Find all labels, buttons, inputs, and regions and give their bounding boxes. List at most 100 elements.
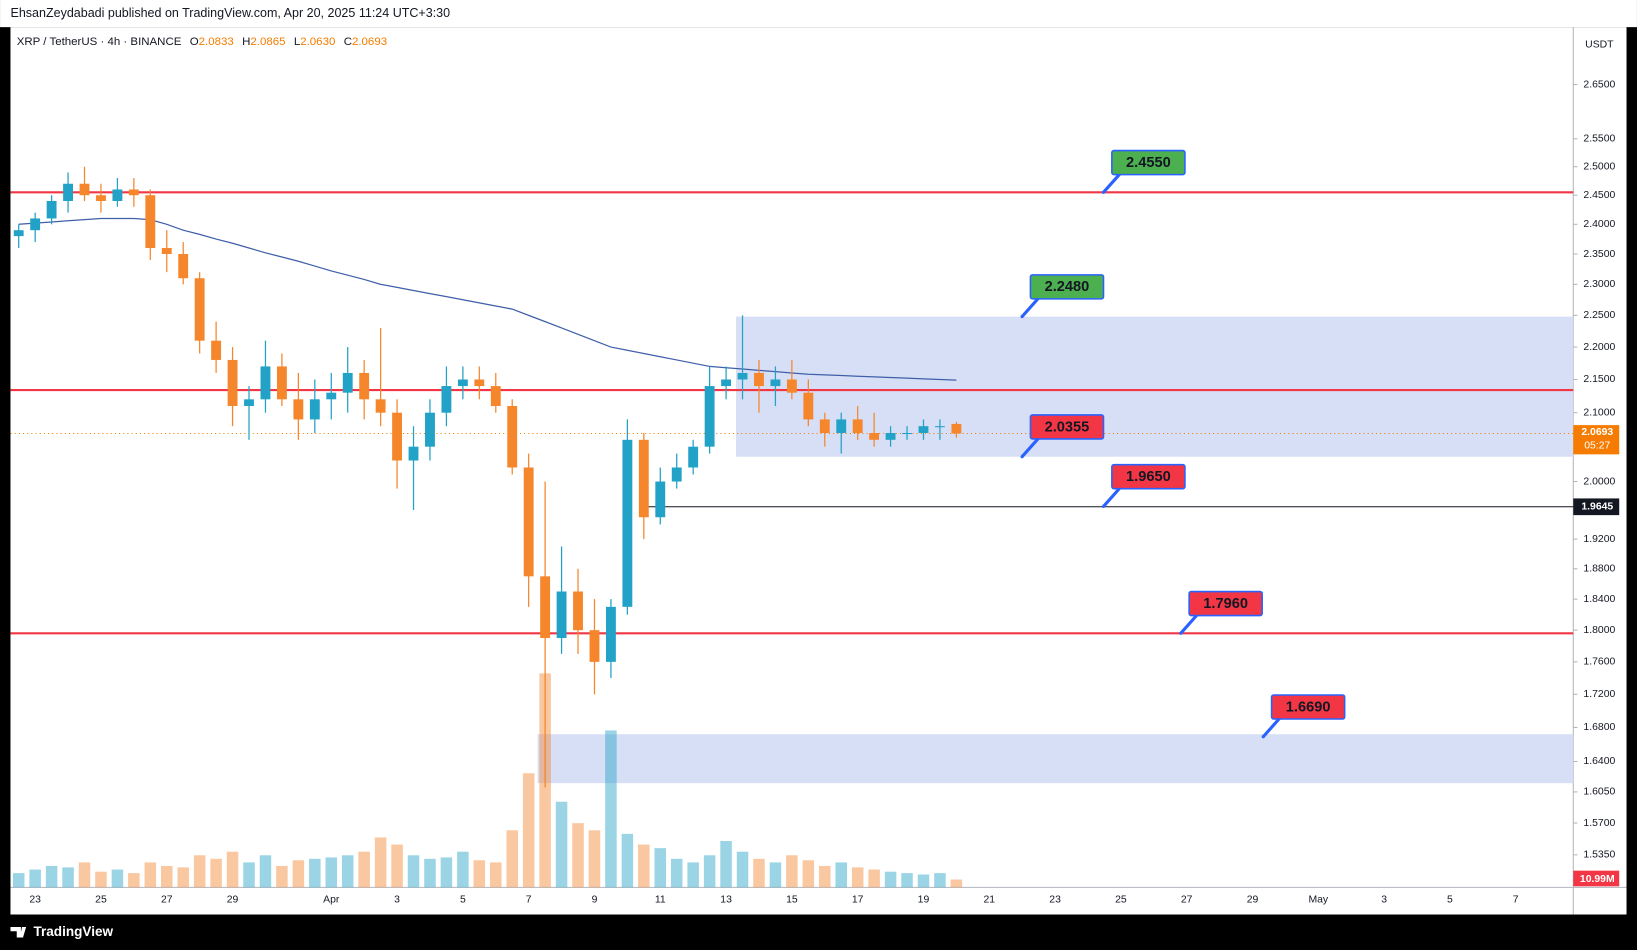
annotation-pointer	[1102, 486, 1122, 508]
volume-bar	[391, 844, 403, 888]
y-tick-label: 2.3000	[1583, 279, 1615, 290]
y-tick-label: 1.6800	[1583, 722, 1615, 733]
candle-body	[309, 399, 320, 420]
volume-bar	[62, 867, 74, 888]
volume-bar	[243, 862, 255, 888]
x-tick-label: 25	[95, 895, 107, 906]
last-price-tag	[1573, 425, 1620, 455]
annotation-pointer	[1102, 172, 1122, 194]
annotation-pointer	[1020, 436, 1040, 458]
candle-body	[836, 419, 847, 433]
candle-body	[556, 591, 567, 639]
candle-body	[786, 379, 797, 393]
candle-body	[803, 392, 814, 420]
y-tick-label: 2.1000	[1583, 407, 1615, 418]
annotation-pointer	[1020, 296, 1040, 318]
x-tick-label: 25	[1115, 895, 1127, 906]
volume-bar	[917, 874, 930, 888]
annotation-dot	[1020, 315, 1024, 319]
volume-bar	[128, 873, 140, 888]
annotation-dot	[1020, 455, 1024, 459]
candle-body	[770, 379, 781, 387]
legend-value: 2.0693	[352, 36, 387, 48]
candle-body	[589, 630, 600, 662]
volume-bar	[325, 857, 338, 888]
candle-body	[13, 230, 24, 237]
candle-body	[63, 183, 73, 201]
volume-bar	[736, 851, 749, 888]
candle-body	[507, 405, 518, 468]
volume-label: 10.99M	[1580, 874, 1615, 885]
volume-bar	[555, 801, 568, 888]
support-price-label: 1.9645	[1581, 502, 1613, 513]
candle-body	[638, 439, 649, 518]
volume-bar	[753, 858, 765, 888]
annotation-box	[1029, 274, 1105, 300]
x-tick-label: 7	[526, 895, 532, 906]
volume-bar	[638, 844, 650, 888]
annotation-label: 2.0355	[1045, 419, 1090, 435]
x-tick-label: 11	[655, 895, 666, 906]
candle-body	[852, 419, 863, 433]
volume-bar	[851, 867, 864, 888]
x-tick-label: 13	[720, 895, 732, 906]
x-tick-label: 9	[592, 895, 598, 906]
volume-bar	[341, 855, 354, 888]
x-tick-label: 29	[1247, 895, 1259, 906]
candle-body	[688, 446, 699, 468]
candle-body	[161, 248, 172, 255]
candle-body	[885, 432, 896, 440]
last-price-label: 2.0693	[1581, 427, 1613, 438]
volume-bar	[259, 855, 272, 888]
brand: TradingView	[33, 924, 113, 939]
annotation-label: 1.6690	[1286, 699, 1331, 715]
annotation-dot	[1101, 190, 1106, 194]
annotation-box	[1029, 414, 1105, 440]
countdown: 05:27	[1584, 441, 1610, 452]
volume-bar	[12, 873, 25, 888]
volume-bar	[457, 851, 469, 888]
candle-body	[754, 372, 764, 387]
volume-bar	[769, 862, 782, 888]
volume-bar	[868, 869, 880, 888]
volume-bar	[819, 865, 831, 888]
volume-tag	[1573, 870, 1620, 887]
y-tick-label: 2.2000	[1583, 342, 1615, 353]
y-tick-label: 2.6500	[1583, 79, 1615, 90]
brand-logo	[10, 927, 27, 938]
annotation-label: 1.9650	[1126, 469, 1171, 485]
volume-bar	[45, 865, 58, 888]
legend-value: 2.0833	[199, 36, 234, 48]
y-tick-label: 2.5000	[1583, 161, 1615, 172]
volume-bar	[720, 840, 732, 888]
candle-body	[392, 412, 403, 461]
moving-average	[18, 217, 957, 381]
candle-body	[128, 189, 139, 196]
volume-bar	[161, 865, 173, 888]
candle-body	[260, 366, 271, 400]
candle-body	[375, 399, 386, 413]
volume-bar	[407, 855, 420, 888]
volume-bar	[78, 862, 91, 888]
volume-bar	[490, 862, 502, 888]
volume-bar	[29, 869, 41, 888]
y-tick-label: 1.7200	[1583, 689, 1615, 700]
x-tick-label: 19	[918, 895, 930, 906]
y-tick-label: 2.4500	[1583, 190, 1615, 201]
volume-bar	[670, 858, 683, 888]
candle-body	[30, 218, 41, 231]
volume-bar	[703, 855, 716, 888]
x-tick-label: Apr	[323, 895, 340, 906]
volume-bar	[621, 833, 634, 888]
volume-bar	[144, 862, 157, 888]
x-tick-label: 23	[1049, 895, 1061, 906]
y-tick-label: 2.1500	[1583, 374, 1615, 385]
legend-value: 2.0630	[300, 36, 335, 48]
volume-bar	[522, 773, 535, 888]
currency: USDT	[1585, 40, 1614, 51]
legend-key: O	[190, 36, 199, 48]
candle-body	[704, 386, 715, 447]
annotation-box	[1111, 149, 1186, 176]
x-tick-label: 27	[1181, 895, 1193, 906]
candle-body	[342, 372, 353, 393]
